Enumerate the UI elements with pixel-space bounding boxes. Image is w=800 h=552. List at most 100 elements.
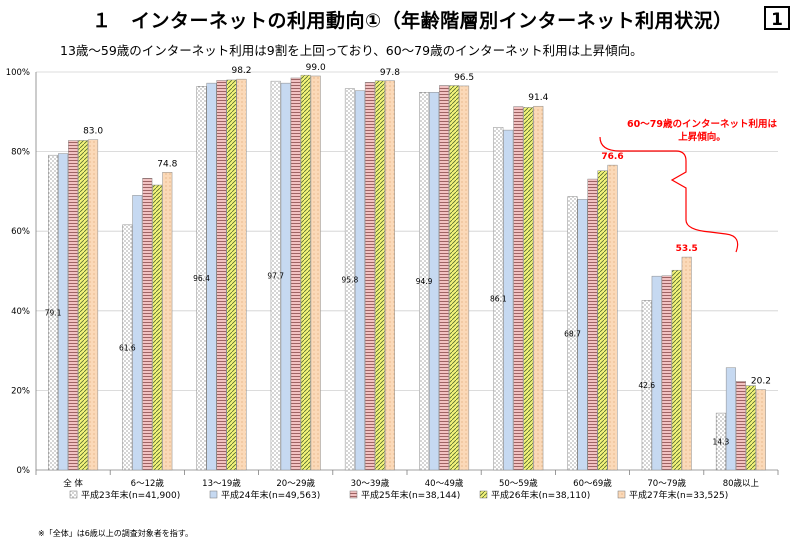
- data-label-first: 86.1: [490, 295, 507, 304]
- bar-5-6: [459, 85, 470, 471]
- bar-1-7: [493, 127, 504, 471]
- data-label-first: 95.8: [342, 275, 359, 284]
- bar-4-3: [226, 79, 237, 471]
- bar-1-4: [270, 80, 281, 471]
- bar-3-10: [735, 380, 746, 471]
- legend-swatch: [69, 490, 78, 499]
- x-category-label: 40～49歳: [425, 478, 464, 489]
- data-label-first: 61.6: [119, 343, 136, 352]
- page-title: １ インターネットの利用動向①（年齢階層別インターネット利用状況）: [92, 10, 733, 32]
- bar-3-1: [68, 140, 79, 471]
- bar-4-8: [597, 170, 608, 471]
- legend-label: 平成27年末(n=33,525): [629, 489, 728, 501]
- legend-label: 平成26年末(n=38,110): [491, 489, 590, 501]
- y-tick-label: 60%: [11, 227, 30, 237]
- callout-text-line2: 上昇傾向。: [678, 131, 726, 143]
- data-label-first: 96.4: [193, 274, 210, 283]
- data-label-first: 42.6: [638, 381, 655, 390]
- bar-3-2: [142, 178, 153, 471]
- bar-5-8: [607, 164, 618, 471]
- bar-3-4: [290, 77, 301, 471]
- bar-5-3: [236, 78, 247, 471]
- bar-2-9: [651, 275, 662, 471]
- legend-swatch: [617, 490, 626, 499]
- bar-2-1: [58, 153, 69, 471]
- bar-3-5: [364, 82, 375, 471]
- legend-swatch: [209, 490, 218, 499]
- bar-5-4: [310, 75, 321, 471]
- data-label-first: 14.3: [713, 438, 730, 447]
- legend-label: 平成23年末(n=41,900): [81, 489, 180, 501]
- bar-4-6: [449, 85, 460, 471]
- legend-swatch: [479, 490, 488, 499]
- data-label-last: 83.0: [83, 127, 103, 137]
- data-label-last: 97.8: [380, 68, 400, 78]
- callout-annotation: 60～79歳のインターネット利用は 上昇傾向。: [599, 118, 777, 253]
- data-label-last: 20.2: [751, 377, 771, 387]
- bar-4-1: [78, 140, 89, 471]
- legend-swatch: [349, 490, 358, 499]
- data-label-last: 91.4: [528, 93, 548, 103]
- bar-2-7: [503, 129, 514, 471]
- bar-2-3: [206, 82, 217, 471]
- data-label-last: 74.8: [157, 159, 177, 169]
- legend-label: 平成25年末(n=38,144): [361, 489, 460, 501]
- callout-text-line1: 60～79歳のインターネット利用は: [627, 118, 777, 130]
- bar-4-5: [374, 80, 385, 471]
- bar-5-2: [162, 172, 173, 471]
- x-category-label: 13～19歳: [202, 478, 241, 489]
- bar-chart: 0% 20% 40% 60% 80% 100% 79.1 83.0 全 体 61.6 74.8 6～1…: [6, 63, 779, 501]
- y-tick-label: 40%: [11, 307, 30, 317]
- bar-2-8: [577, 199, 588, 471]
- callout-bracket: [599, 136, 739, 253]
- page-subtitle: 13歳～59歳のインターネット利用は9割を上回っており、60～79歳のインターネ…: [60, 43, 643, 58]
- bar-5-1: [88, 139, 99, 471]
- data-label-first: 68.7: [564, 329, 581, 338]
- x-category-label: 全 体: [63, 478, 83, 489]
- page-number-badge: 1: [764, 6, 790, 30]
- x-category-label: 60～69歳: [573, 478, 612, 489]
- x-category-label: 80歳以上: [723, 478, 760, 489]
- data-label-first: 79.1: [45, 309, 62, 318]
- bar-2-5: [354, 90, 365, 471]
- footnote: ※「全体」は6歳以上の調査対象者を指す。: [38, 529, 193, 538]
- bar-2-6: [429, 92, 440, 471]
- y-tick-label: 20%: [11, 386, 30, 396]
- bar-3-3: [216, 80, 227, 471]
- x-category-label: 20～29歳: [276, 478, 315, 489]
- data-label-last: 53.5: [676, 244, 698, 254]
- bar-5-10: [755, 389, 766, 471]
- x-category-label: 6～12歳: [131, 478, 165, 489]
- bar-3-7: [513, 106, 524, 471]
- bar-4-2: [152, 184, 163, 471]
- bar-1-9: [641, 300, 652, 471]
- bar-4-9: [671, 269, 682, 471]
- data-label-last: 98.2: [231, 66, 251, 76]
- bar-5-9: [681, 256, 692, 471]
- bar-2-4: [280, 82, 291, 471]
- legend-label: 平成24年末(n=49,563): [221, 489, 320, 501]
- data-label-last: 99.0: [306, 63, 326, 73]
- data-label-last: 96.5: [454, 73, 474, 83]
- bar-2-2: [132, 195, 143, 471]
- data-label-first: 94.9: [416, 277, 433, 286]
- bar-1-6: [419, 92, 430, 471]
- x-category-label: 70～79歳: [647, 478, 686, 489]
- data-label-first: 97.7: [267, 272, 284, 281]
- bar-5-5: [384, 80, 395, 471]
- bar-3-6: [439, 85, 450, 471]
- bar-1-5: [344, 88, 355, 471]
- bar-1-2: [122, 224, 133, 471]
- y-tick-label: 100%: [6, 68, 30, 78]
- bar-5-7: [533, 105, 544, 471]
- y-tick-label: 0%: [17, 466, 31, 476]
- bar-3-8: [587, 178, 598, 471]
- bar-4-4: [300, 74, 311, 471]
- bar-1-1: [48, 154, 59, 471]
- x-category-label: 50～59歳: [499, 478, 538, 489]
- data-label-last: 76.6: [601, 152, 623, 162]
- bar-1-10: [715, 412, 726, 471]
- bar-3-9: [661, 275, 672, 471]
- bar-1-8: [567, 196, 578, 471]
- bar-1-3: [196, 86, 207, 471]
